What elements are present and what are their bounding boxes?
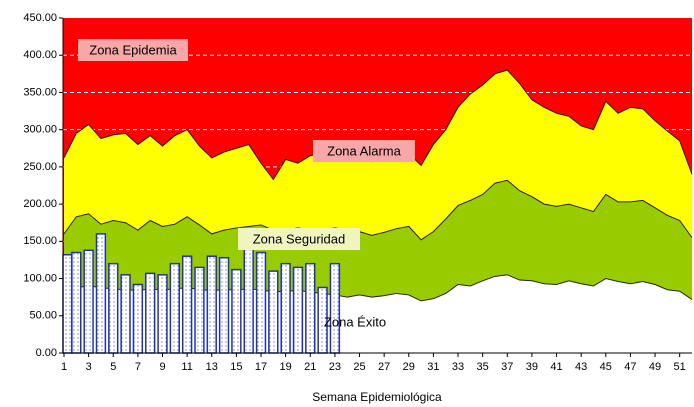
zone-label: Zona Alarma	[327, 143, 401, 158]
x-tick-label: 29	[403, 361, 415, 373]
bar	[132, 283, 144, 354]
x-tick-label: 23	[329, 361, 341, 373]
bar	[83, 249, 94, 354]
x-tick-label: 3	[86, 361, 92, 373]
bar	[194, 266, 205, 354]
bar	[157, 274, 168, 354]
bar	[120, 274, 131, 354]
x-tick-label: 47	[624, 361, 636, 373]
y-tick-label: 450.00	[23, 12, 57, 24]
bar	[305, 262, 316, 354]
x-tick-label: 45	[600, 361, 612, 373]
x-tick-label: 21	[304, 361, 316, 373]
y-tick-label: 350.00	[23, 86, 57, 98]
zone-line	[63, 179, 693, 241]
zone-label-box	[313, 140, 415, 162]
bar	[181, 255, 193, 354]
zone-label-box	[78, 39, 188, 61]
y-tick-label: 400.00	[23, 49, 57, 61]
zone-label: Zona Éxito	[324, 314, 386, 329]
bar	[95, 233, 107, 354]
x-tick-label: 35	[477, 361, 489, 373]
bar	[268, 270, 279, 354]
x-tick-label: 33	[452, 361, 464, 373]
x-tick-label: 27	[378, 361, 390, 373]
x-tick-label: 5	[110, 361, 116, 373]
zone-label: Zona Seguridad	[253, 231, 346, 246]
x-tick-label: 9	[159, 361, 165, 373]
zone-label-box	[238, 228, 360, 250]
x-tick-label: 43	[575, 361, 587, 373]
y-tick-label: 100.00	[23, 272, 57, 284]
bar	[280, 262, 291, 354]
x-axis-label: Semana Epidemiológica	[312, 390, 442, 404]
y-tick-label: 300.00	[23, 124, 57, 136]
x-tick-label: 17	[255, 361, 267, 373]
x-tick-label: 51	[674, 361, 686, 373]
bar	[292, 266, 304, 354]
bar	[71, 251, 82, 354]
x-tick-label: 37	[501, 361, 513, 373]
x-tick-label: 25	[353, 361, 365, 373]
x-tick-label: 7	[135, 361, 141, 373]
x-tick-label: 11	[181, 361, 192, 373]
y-tick-label: 50.00	[29, 310, 57, 322]
x-tick-label: 13	[206, 361, 218, 373]
x-tick-label: 49	[649, 361, 661, 373]
x-tick-label: 39	[526, 361, 538, 373]
x-tick-label: 1	[61, 361, 67, 373]
x-tick-label: 19	[280, 361, 292, 373]
y-tick-label: 250.00	[23, 161, 57, 173]
zone-label: Zona Epidemia	[89, 42, 177, 57]
bar	[243, 248, 254, 354]
x-tick-label: 15	[230, 361, 242, 373]
y-tick-label: 200.00	[23, 198, 57, 210]
x-tick-label: 31	[427, 361, 439, 373]
bar	[145, 272, 156, 354]
bar	[329, 262, 341, 354]
bar	[206, 255, 217, 354]
bar	[62, 253, 73, 354]
y-tick-label: 0.00	[36, 347, 57, 359]
bar	[169, 262, 181, 354]
y-tick-label: 150.00	[23, 235, 57, 247]
bar	[231, 268, 242, 354]
x-tick-label: 41	[550, 361, 562, 373]
bar	[218, 256, 230, 354]
bar	[255, 251, 267, 354]
bar	[108, 262, 119, 354]
zone-line	[63, 274, 693, 302]
